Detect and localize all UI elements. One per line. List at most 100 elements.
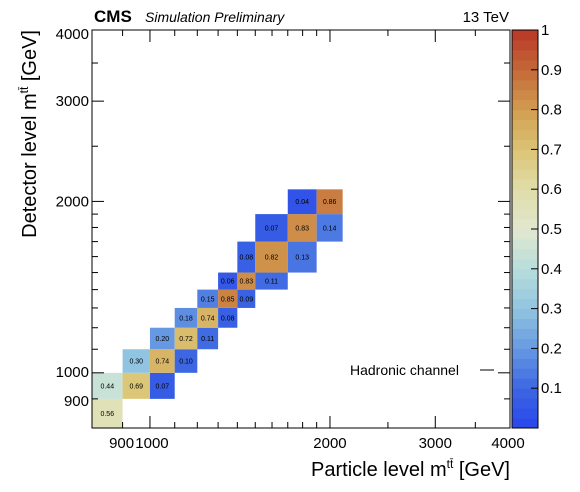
colorbar-tick-label: 0.4: [541, 261, 562, 278]
heatmap-cell: [92, 398, 123, 428]
colorbar-segment: [512, 169, 538, 180]
colorbar-segment: [512, 159, 538, 170]
colorbar-segment: [512, 129, 538, 140]
annotation-label: Hadronic channel: [350, 362, 459, 378]
heatmap-cells: [92, 189, 343, 428]
heatmap-cell: [287, 241, 317, 273]
colorbar-segment: [512, 308, 538, 320]
colorbar-segment: [512, 318, 538, 329]
colorbar-segment: [512, 238, 538, 250]
cell-value-label: 0.09: [239, 296, 253, 303]
colorbar-segment: [512, 189, 538, 200]
x-axis-label-sup: tt̄: [447, 457, 454, 471]
energy-label: 13 TeV: [463, 9, 509, 26]
colorbar-segment: [512, 378, 538, 389]
colorbar-segment: [512, 298, 538, 310]
heatmap-cell: [122, 349, 150, 373]
colorbar-segment: [512, 348, 538, 359]
x-axis-label: Particle level mtt̄ [GeV]: [311, 457, 510, 481]
heatmap-cell: [255, 241, 288, 273]
x-axis-label-main: Particle level m: [311, 459, 447, 481]
heatmap-cell: [255, 214, 288, 242]
heatmap-cell: [237, 272, 256, 290]
cell-value-label: 0.20: [156, 336, 170, 343]
y-axis-label-group: Detector level mtt̄ [GeV]: [17, 30, 41, 238]
x-tick-label: 3000: [419, 435, 452, 452]
y-tick-label: 1000: [56, 364, 89, 381]
y-axis-label: Detector level mtt̄ [GeV]: [17, 30, 41, 238]
colorbar-segment: [512, 49, 538, 61]
colorbar-tick-label: 0.6: [541, 181, 562, 198]
colorbar-segment: [512, 328, 538, 339]
cell-value-label: 0.56: [100, 411, 114, 418]
colorbar-segment: [512, 69, 538, 81]
cell-value-label: 0.15: [201, 296, 215, 303]
colorbar-segment: [512, 408, 538, 419]
status-label: Simulation Preliminary: [145, 9, 285, 25]
cell-value-label: 0.11: [201, 336, 214, 343]
cell-value-label: 0.08: [239, 255, 253, 262]
colorbar-segment: [512, 109, 538, 121]
cell-value-label: 0.83: [295, 225, 309, 232]
heatmap-cell: [122, 372, 150, 399]
colorbar-segment: [512, 288, 538, 300]
cell-value-label: 0.07: [265, 225, 279, 232]
colorbar-segment: [512, 398, 538, 409]
colorbar-segment: [512, 229, 538, 240]
heatmap-cell: [197, 327, 219, 350]
cell-value-label: 0.86: [323, 199, 337, 206]
colorbar-tick-label: 0.1: [541, 380, 562, 397]
colorbar-segment: [512, 418, 538, 429]
cell-value-label: 0.10: [179, 359, 193, 366]
colorbar-segment: [512, 209, 538, 220]
heatmap-cell: [149, 327, 175, 350]
heatmap-cell: [316, 189, 343, 215]
cell-value-label: 0.74: [156, 359, 170, 366]
cell-value-label: 0.74: [201, 315, 215, 322]
heatmap-cell: [174, 327, 198, 350]
heatmap-cell: [197, 289, 219, 308]
colorbar: 0.1 0.2 0.3 0.4 0.5 0.6 0.7 0.8 0.9 1: [511, 22, 562, 429]
y-axis-label-main: Detector level m: [19, 93, 41, 238]
heatmap-cell: [92, 372, 123, 399]
colorbar-tick-label: 0.2: [541, 340, 562, 357]
colorbar-tick-label: 0.5: [541, 221, 562, 238]
colorbar-tick-label: 0.8: [541, 102, 562, 119]
cell-value-label: 0.82: [265, 255, 279, 262]
x-tick-label: 2000: [313, 435, 346, 452]
x-tick-label: 1000: [135, 435, 168, 452]
plot-frame: [91, 29, 511, 429]
cell-value-label: 0.85: [221, 296, 235, 303]
heatmap-cell: [287, 189, 317, 215]
colorbar-segment: [512, 358, 538, 369]
colorbar-segment: [512, 99, 538, 111]
colorbar-segment: [512, 388, 538, 399]
cell-value-label: 0.83: [239, 279, 253, 286]
cell-value-label: 0.11: [265, 279, 278, 286]
colorbar-segment: [512, 199, 538, 210]
colorbar-tick-label: 0.9: [541, 62, 562, 79]
colorbar-tick-label: 0.7: [541, 141, 562, 158]
y-tick-label: 900: [64, 393, 89, 410]
heatmap-cell: [197, 307, 219, 328]
colorbar-segment: [512, 258, 538, 270]
heatmap-cell: [149, 372, 175, 399]
heatmap-cell: [174, 349, 198, 373]
heatmap-cell: [237, 289, 256, 308]
heatmap-cell: [218, 272, 238, 290]
colorbar-segment: [512, 179, 538, 190]
colorbar-segment: [512, 338, 538, 349]
y-tick-label: 2000: [56, 193, 89, 210]
y-tick-label: 3000: [56, 93, 89, 110]
cell-value-label: 0.69: [129, 383, 143, 390]
colorbar-segment: [512, 39, 538, 51]
colorbar-tick-label: 0.3: [541, 301, 562, 318]
colorbar-segment: [512, 368, 538, 379]
colorbar-segment: [512, 89, 538, 101]
cell-value-label: 0.13: [295, 255, 309, 262]
y-tick-label: 4000: [56, 26, 89, 43]
heatmap-cell: [237, 241, 256, 273]
cell-value-label: 0.06: [221, 279, 235, 286]
colorbar-segment: [512, 278, 538, 290]
heatmap-cell-labels: 0.56 0.44 0.69 0.07 0.30 0.74 0.10 0.20 0.72 0.11…: [100, 199, 336, 418]
